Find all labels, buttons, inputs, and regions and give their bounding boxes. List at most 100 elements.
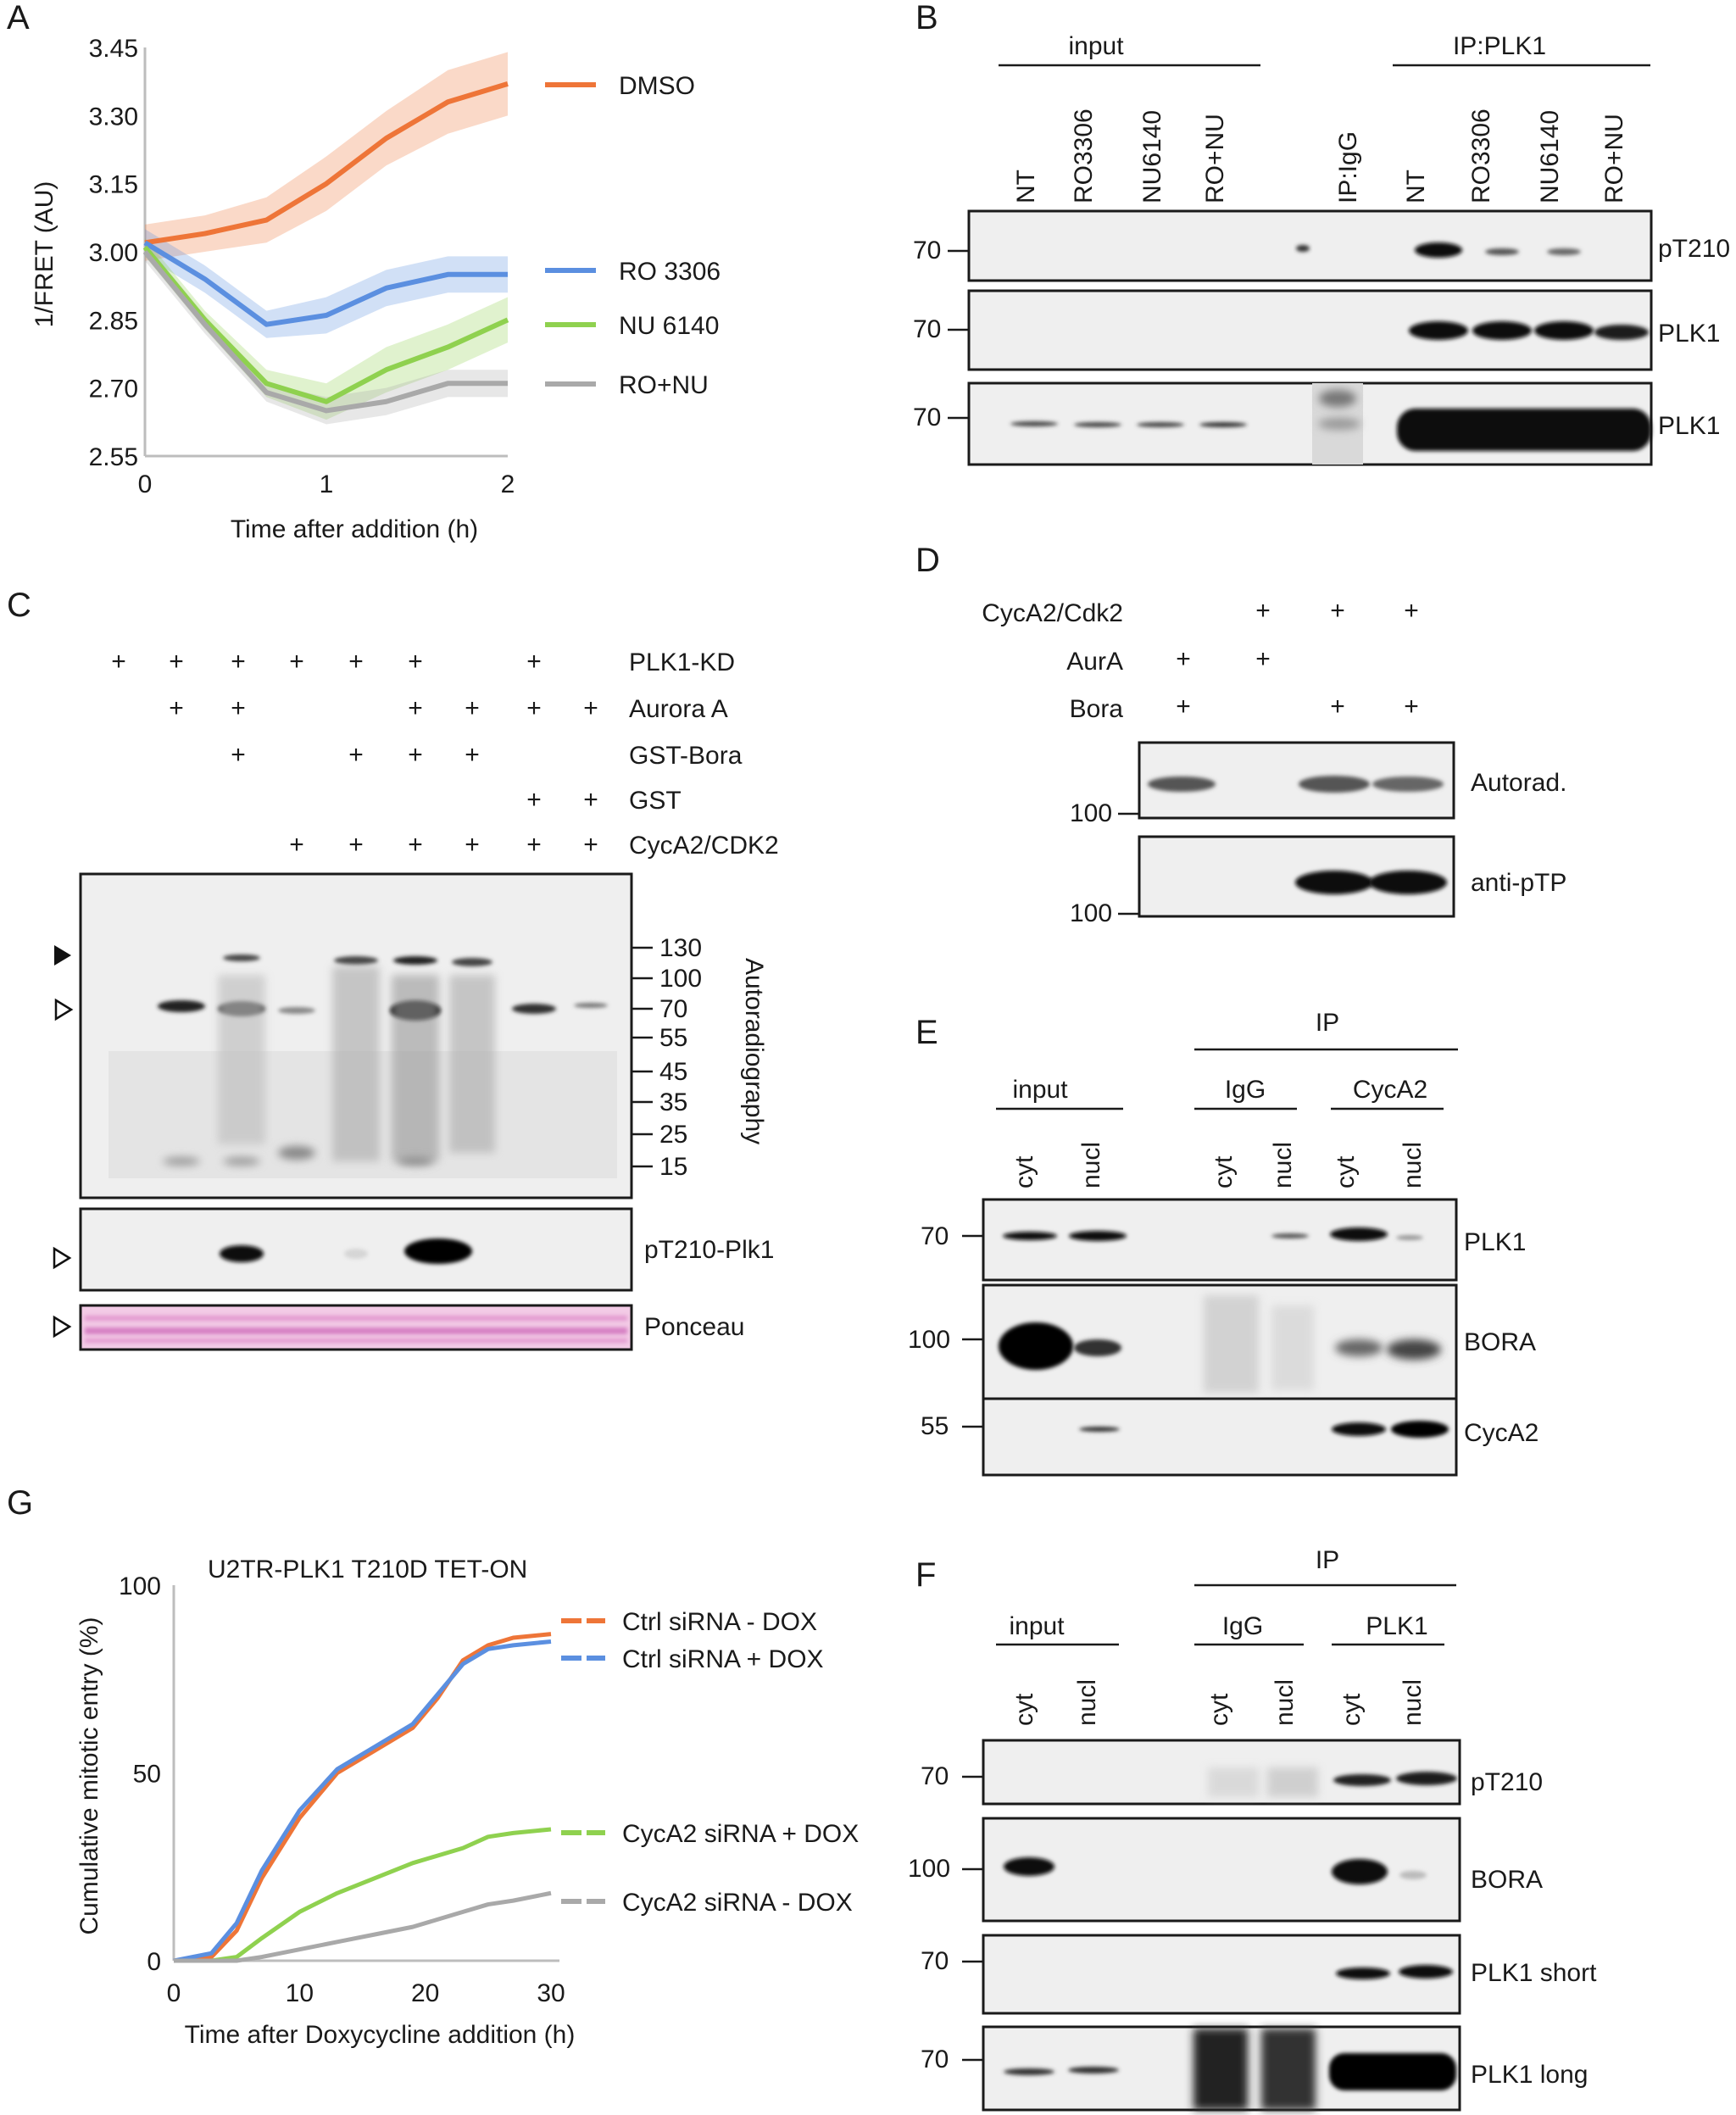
y-tick-label: 100 — [119, 1572, 161, 1600]
panel-label-e: E — [915, 1014, 938, 1051]
y-tick-label: 3.15 — [89, 171, 138, 199]
chart-a-legend: DMSO RO 3306 NU 6140 RO+NU — [545, 72, 721, 399]
c-blot-label: pT210-Plk1 — [644, 1236, 774, 1264]
mw-label: 130 — [659, 934, 702, 962]
f-blot-label: PLK1 long — [1471, 2061, 1588, 2089]
plus-mark: + — [1330, 597, 1345, 625]
f-group: PLK1 — [1366, 1612, 1427, 1640]
plus-mark: + — [348, 648, 364, 676]
plus-mark: + — [1255, 645, 1271, 673]
c-side-label: Autoradiography — [740, 958, 768, 1144]
b-lane-label: NT — [1012, 170, 1040, 203]
panel-c: + + + + + + + PLK1-KD + + + + + + Aurora A + + + + GST-Bora… — [53, 648, 779, 1351]
c-open-arrowhead-marker — [54, 998, 74, 1021]
x-tick-label: 1 — [320, 470, 334, 498]
mw-label: 45 — [659, 1058, 687, 1086]
row-label: GST — [629, 787, 682, 815]
chart-a-y-ticks: 3.45 3.30 3.15 3.00 2.85 2.70 2.55 — [89, 35, 138, 471]
e-lane-label: nucl — [1269, 1142, 1297, 1188]
row-label: Aurora A — [629, 695, 728, 723]
plus-mark: + — [169, 648, 184, 676]
b-blot-pt210 — [967, 209, 1653, 282]
f-group: input — [1009, 1612, 1065, 1640]
e-blot-plk1 — [982, 1198, 1458, 1282]
f-bands — [1004, 1767, 1457, 2110]
legend-label: CycA2 siRNA + DOX — [622, 1820, 859, 1848]
f-blot-label: PLK1 short — [1471, 1959, 1597, 1987]
f-lane-label: nucl — [1073, 1679, 1101, 1726]
c-open-arrowhead-marker — [53, 1246, 72, 1270]
chart-a-bands — [145, 52, 508, 425]
plus-mark: + — [465, 694, 480, 722]
e-group: IgG — [1225, 1076, 1266, 1104]
x-tick-label: 30 — [537, 1979, 565, 2007]
plus-mark: + — [526, 648, 542, 676]
series-line — [174, 1890, 552, 1963]
f-blot-bora — [982, 1817, 1461, 1923]
e-bands — [999, 1227, 1449, 1438]
series-band — [145, 242, 508, 425]
b-group-input: input — [1068, 32, 1124, 60]
series-line — [142, 245, 509, 404]
d-blot-label: Autorad. — [1471, 769, 1566, 797]
panel-d: + + + CycA2/Cdk2 + + AurA + + + Bora 100 100 Autor… — [982, 597, 1566, 927]
f-lane-label: cyt — [1010, 1693, 1038, 1726]
plus-mark: + — [526, 786, 542, 814]
plus-mark: + — [348, 831, 364, 859]
b-lane-label: RO+NU — [1600, 114, 1628, 203]
chart-a-lines — [142, 81, 509, 414]
plus-mark: + — [289, 831, 304, 859]
panel-f: IP input IgG PLK1 cyt nucl cyt nucl cyt … — [908, 1546, 1597, 2112]
y-tick-label: 2.55 — [89, 443, 138, 471]
plus-mark: + — [231, 648, 246, 676]
e-lane-label: cyt — [1210, 1155, 1238, 1188]
mw-label: 55 — [659, 1024, 687, 1052]
f-group: IgG — [1222, 1612, 1263, 1640]
e-blot-cyca2 — [982, 1397, 1458, 1477]
series-line — [142, 250, 508, 414]
legend-label: RO 3306 — [619, 258, 721, 286]
c-open-arrowhead-marker — [53, 1315, 72, 1339]
b-mw: 70 — [913, 237, 941, 264]
f-header: IP — [1316, 1546, 1339, 1574]
c-blot-label: Ponceau — [644, 1313, 744, 1341]
chart-g: U2TR-PLK1 T210D TET-ON 100 50 0 0 10 20 30 Ct… — [75, 1556, 859, 2049]
plus-mark: + — [1255, 597, 1271, 625]
plus-mark: + — [583, 786, 598, 814]
e-blot-label: CycA2 — [1464, 1419, 1538, 1447]
x-tick-label: 10 — [286, 1979, 314, 2007]
row-label: CycA2/Cdk2 — [982, 599, 1123, 627]
x-tick-label: 0 — [138, 470, 153, 498]
b-lane-label: NU6140 — [1536, 110, 1564, 203]
b-lane-label: NU6140 — [1138, 110, 1166, 203]
b-mw: 70 — [913, 404, 941, 431]
mw-label: 25 — [659, 1121, 687, 1149]
b-lane-label: IP:IgG — [1334, 131, 1362, 203]
d-mw: 100 — [1070, 899, 1112, 927]
f-blot-label: pT210 — [1471, 1768, 1543, 1796]
legend-label: Ctrl siRNA - DOX — [622, 1608, 817, 1636]
e-group: input — [1012, 1076, 1068, 1104]
e-header: IP — [1316, 1009, 1339, 1037]
series-line — [173, 1639, 552, 1963]
c-treatment-grid: + + + + + + + PLK1-KD + + + + + + Aurora A + + + + GST-Bora… — [111, 648, 778, 860]
f-mw: 70 — [921, 1947, 949, 1975]
y-tick-label: 2.85 — [89, 307, 138, 335]
chart-g-y-label: Cumulative mitotic entry (%) — [75, 1617, 103, 1934]
plus-mark: + — [583, 694, 598, 722]
panel-label-f: F — [915, 1556, 936, 1594]
e-lane-label: nucl — [1399, 1142, 1427, 1188]
row-label: AurA — [1066, 648, 1123, 676]
f-mw: 70 — [921, 1762, 949, 1790]
mw-label: 100 — [659, 965, 702, 993]
chart-g-title: U2TR-PLK1 T210D TET-ON — [208, 1556, 527, 1583]
b-lane-label: RO+NU — [1201, 114, 1229, 203]
series-band — [145, 229, 508, 338]
y-tick-label: 3.45 — [89, 35, 138, 63]
plus-mark: + — [111, 648, 126, 676]
plus-mark: + — [408, 648, 423, 676]
panel-label-g: G — [7, 1484, 33, 1522]
plus-mark: + — [289, 648, 304, 676]
e-mw: 55 — [921, 1412, 949, 1440]
